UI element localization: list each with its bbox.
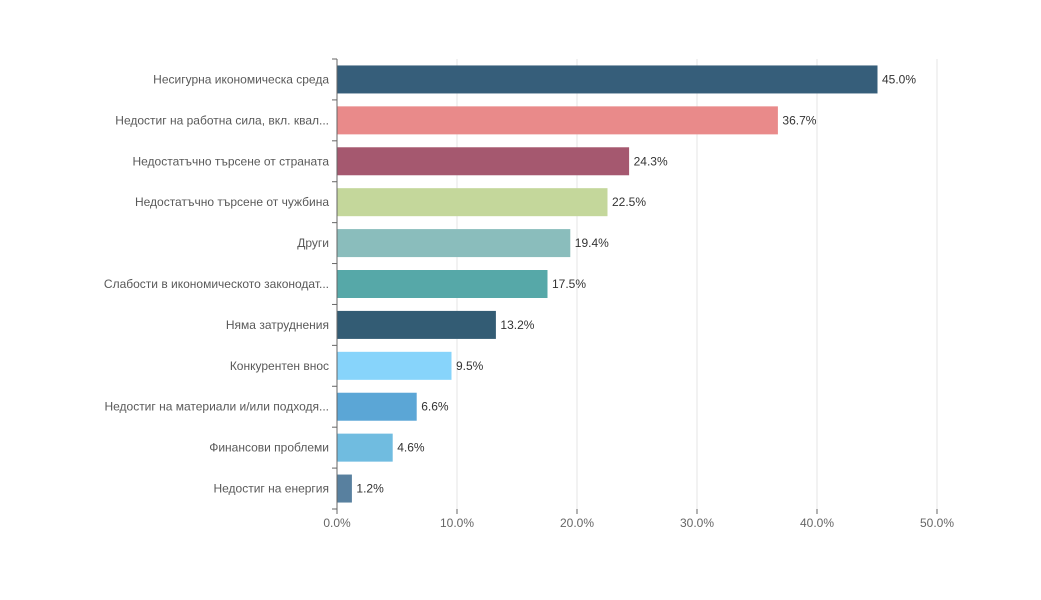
x-tick-label: 40.0%: [800, 516, 834, 530]
x-tick-label: 20.0%: [560, 516, 594, 530]
value-label: 4.6%: [397, 441, 425, 455]
value-label: 6.6%: [421, 400, 449, 414]
bar[interactable]: [337, 188, 608, 217]
bar[interactable]: [337, 474, 352, 503]
category-label: Недостиг на материали и/или подходя...: [104, 400, 329, 414]
x-tick-label: 50.0%: [920, 516, 954, 530]
bar[interactable]: [337, 392, 417, 421]
category-label: Недостиг на енергия: [213, 482, 329, 496]
value-label: 36.7%: [782, 113, 816, 127]
bar[interactable]: [337, 270, 548, 298]
category-label: Финансови проблеми: [209, 441, 329, 455]
value-label: 9.5%: [456, 359, 484, 373]
x-tick-label: 10.0%: [440, 516, 474, 530]
value-label: 22.5%: [612, 195, 646, 209]
bar[interactable]: [337, 433, 393, 462]
value-label: 24.3%: [634, 154, 668, 168]
value-label: 1.2%: [356, 482, 384, 496]
bars: [337, 65, 878, 503]
x-tick-label: 30.0%: [680, 516, 714, 530]
bar[interactable]: [337, 106, 778, 135]
value-label: 45.0%: [882, 72, 916, 86]
labels: 0.0% 10.0% 20.0% 30.0% 40.0% 50.0% Несигурна и…: [104, 72, 954, 530]
category-label: Несигурна икономическа среда: [153, 72, 329, 86]
category-label: Недостатъчно търсене от страната: [132, 154, 329, 168]
bar[interactable]: [337, 351, 452, 380]
value-label: 19.4%: [575, 236, 609, 250]
x-tick-label: 0.0%: [323, 516, 351, 530]
value-label: 13.2%: [500, 318, 534, 332]
bar[interactable]: [337, 147, 630, 176]
category-label: Други: [297, 236, 329, 250]
bar[interactable]: [337, 229, 571, 258]
value-label: 17.5%: [552, 277, 586, 291]
category-label: Няма затруднения: [226, 318, 329, 332]
axes: [332, 58, 938, 514]
category-label: Недостиг на работна сила, вкл. квал...: [115, 113, 329, 127]
category-label: Слабости в икономическото законодат...: [104, 277, 329, 291]
category-label: Недостатъчно търсене от чужбина: [135, 195, 329, 209]
bar[interactable]: [337, 65, 878, 94]
category-label: Конкурентен внос: [230, 359, 329, 373]
bar[interactable]: [337, 310, 496, 339]
